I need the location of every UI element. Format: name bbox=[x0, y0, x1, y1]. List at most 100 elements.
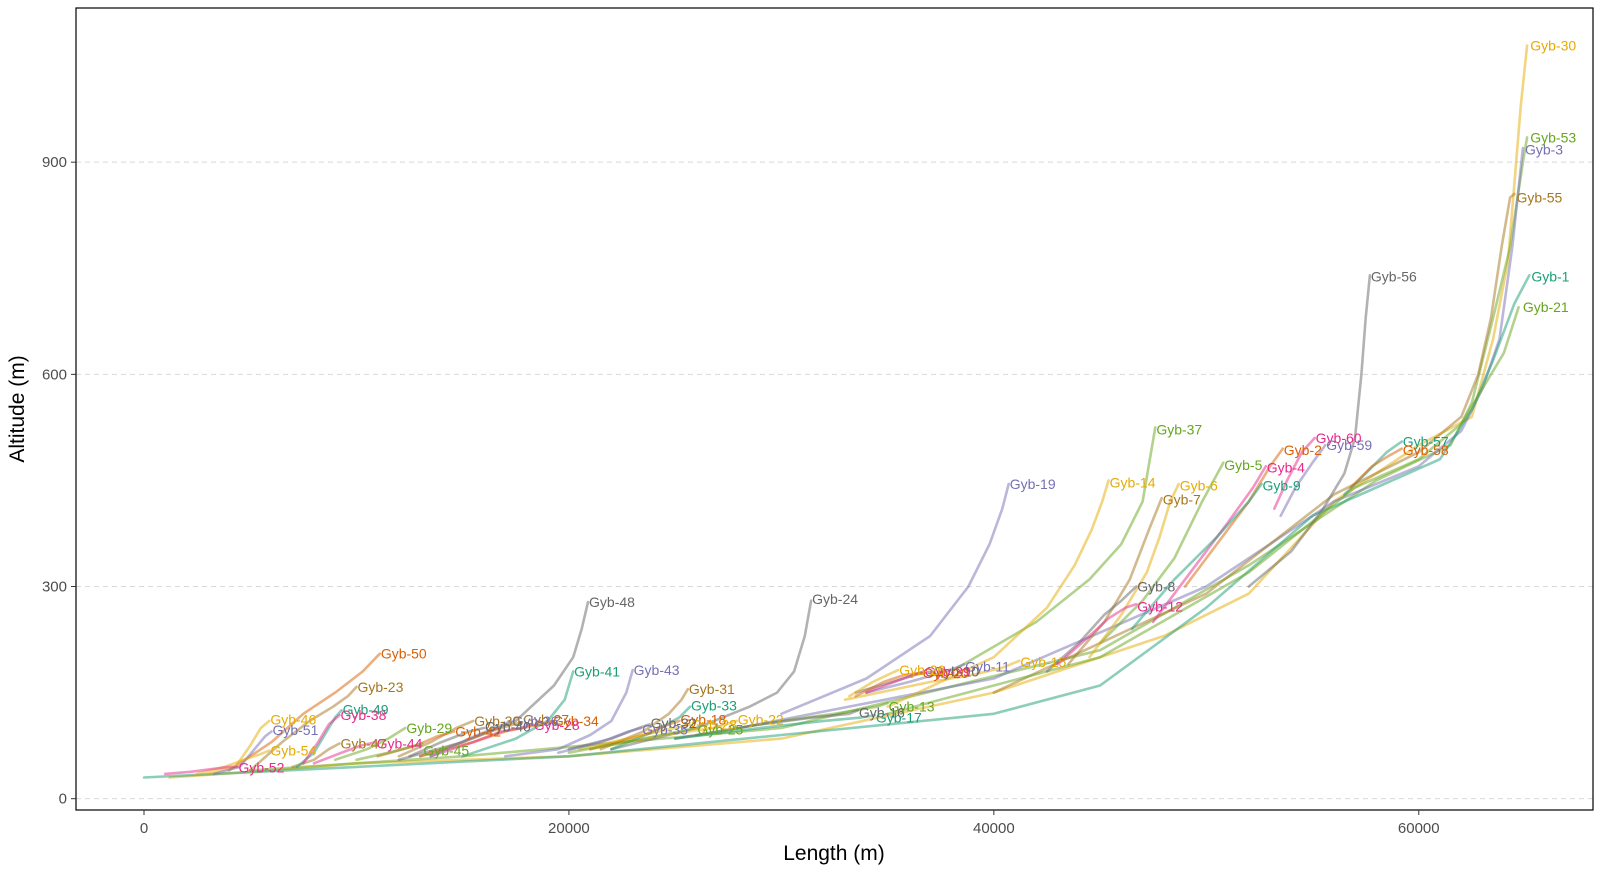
series-label-gyb-51: Gyb-51 bbox=[272, 722, 318, 738]
series-label-gyb-59: Gyb-59 bbox=[1326, 437, 1372, 453]
series-line-gyb-5 bbox=[1098, 461, 1225, 645]
series-label-gyb-38: Gyb-38 bbox=[340, 707, 386, 723]
y-axis: 0 300 600 900 bbox=[42, 154, 76, 808]
series-label-gyb-55: Gyb-55 bbox=[1516, 190, 1562, 206]
series-label-gyb-4: Gyb-4 bbox=[1267, 460, 1305, 476]
series-line-gyb-44 bbox=[312, 740, 377, 765]
series-line-gyb-7 bbox=[1066, 496, 1163, 666]
series-line-gyb-16 bbox=[673, 709, 860, 740]
y-axis-title: Altitude (m) bbox=[6, 355, 29, 462]
series-label-gyb-58: Gyb-58 bbox=[1403, 442, 1449, 458]
series-line-gyb-17 bbox=[673, 713, 877, 740]
series-line-gyb-29 bbox=[333, 726, 407, 762]
series-label-gyb-24: Gyb-24 bbox=[812, 591, 858, 607]
series-label-gyb-50: Gyb-50 bbox=[381, 646, 427, 662]
series-label-gyb-28: Gyb-28 bbox=[534, 717, 580, 733]
series-label-gyb-26: Gyb-26 bbox=[899, 662, 945, 678]
series-line-gyb-41 bbox=[461, 670, 575, 758]
series-label-gyb-6: Gyb-6 bbox=[1180, 477, 1218, 493]
series-label-gyb-35: Gyb-35 bbox=[642, 721, 688, 737]
series-label-gyb-12: Gyb-12 bbox=[1137, 598, 1183, 614]
series-line-gyb-12 bbox=[1056, 602, 1138, 666]
series-label-gyb-3: Gyb-3 bbox=[1525, 141, 1563, 157]
series-label-gyb-54: Gyb-54 bbox=[270, 743, 316, 759]
series-label-gyb-1: Gyb-1 bbox=[1531, 269, 1569, 285]
x-tick-label: 60000 bbox=[1398, 820, 1440, 837]
series-line-gyb-50 bbox=[227, 652, 382, 772]
series-line-gyb-14 bbox=[886, 479, 1110, 708]
series-label-gyb-9: Gyb-9 bbox=[1263, 477, 1301, 493]
series-line-gyb-3 bbox=[737, 146, 1525, 730]
series-line-gyb-30 bbox=[168, 44, 1529, 779]
series-line-gyb-26 bbox=[848, 668, 900, 698]
series-label-gyb-17: Gyb-17 bbox=[876, 709, 922, 725]
series-label-gyb-10: Gyb-10 bbox=[933, 663, 979, 679]
x-tick-label: 40000 bbox=[973, 820, 1015, 837]
series-label-gyb-2: Gyb-2 bbox=[1284, 442, 1322, 458]
series-line-gyb-20 bbox=[854, 671, 923, 698]
series-label-gyb-8: Gyb-8 bbox=[1137, 579, 1175, 595]
series-label-gyb-49: Gyb-49 bbox=[343, 702, 389, 718]
series-line-gyb-9 bbox=[1130, 482, 1263, 631]
series-label-gyb-52: Gyb-52 bbox=[238, 760, 284, 776]
series-label-gyb-28: Gyb-28 bbox=[691, 716, 737, 732]
series-label-gyb-30: Gyb-30 bbox=[1530, 37, 1576, 53]
series-label-gyb-27: Gyb-27 bbox=[523, 711, 569, 727]
x-tick-label: 0 bbox=[140, 820, 148, 837]
series-label-gyb-47: Gyb-47 bbox=[340, 736, 386, 752]
series-line-gyb-23 bbox=[248, 685, 358, 772]
plot-panel-border bbox=[75, 7, 1594, 811]
y-tick-label: 0 bbox=[59, 791, 67, 808]
series-line-gyb-52 bbox=[163, 765, 239, 776]
series-line-gyb-28 bbox=[429, 723, 535, 758]
series-line-gyb-15 bbox=[843, 659, 1021, 701]
series-label-gyb-45: Gyb-45 bbox=[423, 743, 469, 759]
series-line-gyb-58 bbox=[1349, 447, 1404, 489]
series-line-gyb-28 bbox=[578, 723, 692, 751]
series-label-gyb-16: Gyb-16 bbox=[859, 704, 905, 720]
series-label-gyb-37: Gyb-37 bbox=[1156, 422, 1202, 438]
series-lines bbox=[142, 44, 1531, 779]
series-line-gyb-8 bbox=[1045, 585, 1138, 673]
series-line-gyb-60 bbox=[1273, 436, 1316, 510]
series-label-gyb-22: Gyb-22 bbox=[738, 711, 784, 727]
x-tick-label: 20000 bbox=[548, 820, 590, 837]
y-tick-label: 300 bbox=[42, 579, 67, 596]
series-label-gyb-32: Gyb-32 bbox=[651, 715, 697, 731]
series-label-gyb-29: Gyb-29 bbox=[406, 720, 452, 736]
gridlines bbox=[76, 161, 1593, 800]
series-line-gyb-56 bbox=[1247, 274, 1372, 588]
series-label-gyb-15: Gyb-15 bbox=[1020, 654, 1066, 670]
series-line-gyb-46 bbox=[206, 719, 271, 776]
series-line-gyb-43 bbox=[503, 668, 634, 758]
series-line-gyb-4 bbox=[1151, 465, 1268, 624]
series-label-gyb-43: Gyb-43 bbox=[634, 662, 680, 678]
series-label-gyb-25: Gyb-25 bbox=[697, 721, 743, 737]
series-label-gyb-11: Gyb-11 bbox=[965, 658, 1010, 674]
series-label-gyb-56: Gyb-56 bbox=[1371, 269, 1417, 285]
series-line-gyb-40 bbox=[408, 726, 486, 758]
series-label-gyb-39: Gyb-39 bbox=[925, 663, 971, 679]
x-axis: 0 20000 40000 60000 bbox=[140, 810, 1440, 837]
series-label-gyb-13: Gyb-13 bbox=[889, 699, 935, 715]
series-label-gyb-42: Gyb-42 bbox=[455, 723, 501, 739]
series-label-gyb-34: Gyb-34 bbox=[553, 713, 599, 729]
series-line-gyb-25 bbox=[567, 726, 698, 754]
series-line-gyb-1 bbox=[142, 274, 1531, 779]
series-line-gyb-11 bbox=[865, 663, 966, 694]
series-label-gyb-18: Gyb-18 bbox=[680, 711, 726, 727]
series-label-gyb-57: Gyb-57 bbox=[1403, 434, 1449, 450]
x-axis-title: Length (m) bbox=[783, 842, 885, 865]
series-label-gyb-40: Gyb-40 bbox=[485, 719, 531, 735]
series-label-gyb-14: Gyb-14 bbox=[1110, 475, 1156, 491]
series-line-gyb-21 bbox=[886, 305, 1520, 716]
series-label-gyb-19: Gyb-19 bbox=[1010, 476, 1056, 492]
series-line-gyb-35 bbox=[557, 726, 643, 754]
series-label-gyb-33: Gyb-33 bbox=[691, 697, 737, 713]
y-tick-label: 900 bbox=[42, 154, 67, 171]
series-label-gyb-36: Gyb-36 bbox=[513, 713, 559, 729]
series-label-gyb-53: Gyb-53 bbox=[1530, 129, 1576, 145]
